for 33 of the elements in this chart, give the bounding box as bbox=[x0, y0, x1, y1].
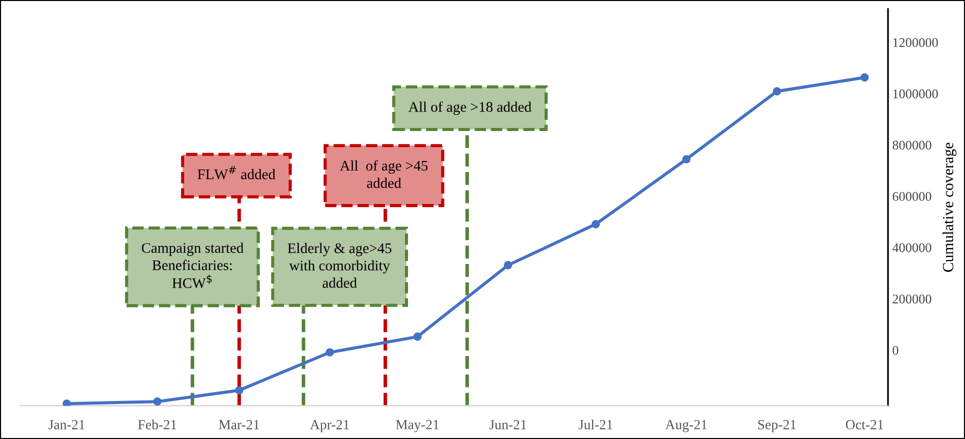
y-axis-title: Cumulative coverage bbox=[942, 142, 956, 272]
y-tick-label: 200000 bbox=[892, 294, 932, 304]
point bbox=[772, 87, 782, 96]
x-tick-label: Apr-21 bbox=[310, 420, 349, 432]
y-tick-label: 1000000 bbox=[893, 89, 938, 98]
point bbox=[682, 155, 691, 164]
x-tick-label: Oct-21 bbox=[846, 420, 884, 430]
ref-line-label: Elderly & age>45 with comorbidity added bbox=[288, 242, 392, 288]
y-tick-label: 400000 bbox=[892, 243, 932, 252]
x-tick-label: Jan-21 bbox=[48, 420, 84, 430]
x-tick-label: May-21 bbox=[396, 420, 439, 432]
ref-line-label: All of age >18 added bbox=[408, 101, 532, 115]
point bbox=[413, 332, 422, 341]
point bbox=[153, 397, 162, 406]
ref-line-label: Campaign started Beneficiaries: HCW$^{$}$ bbox=[142, 242, 244, 288]
y-tick-label: 1200000 bbox=[893, 38, 938, 48]
x-tick-label: Mar-21 bbox=[218, 420, 260, 430]
x-tick-label: Jul-21 bbox=[578, 420, 612, 430]
point bbox=[504, 261, 512, 270]
x-tick-label: Sep-21 bbox=[758, 420, 796, 432]
x-tick-label: Jun-21 bbox=[489, 420, 526, 430]
x-tick-label: Aug-21 bbox=[665, 420, 707, 432]
point bbox=[860, 73, 869, 82]
y-tick-label: 800000 bbox=[892, 140, 932, 150]
ref-line-label: FLW$^{#}$ added bbox=[198, 166, 276, 180]
x-tick-label: Feb-21 bbox=[138, 420, 176, 430]
point bbox=[235, 386, 244, 394]
point bbox=[592, 220, 600, 228]
y-tick-label: 600000 bbox=[892, 192, 932, 201]
point bbox=[326, 348, 334, 357]
y-tick-label: 0 bbox=[892, 346, 898, 355]
ref-line-label: All of age >45 added bbox=[340, 160, 428, 188]
point bbox=[62, 399, 71, 406]
